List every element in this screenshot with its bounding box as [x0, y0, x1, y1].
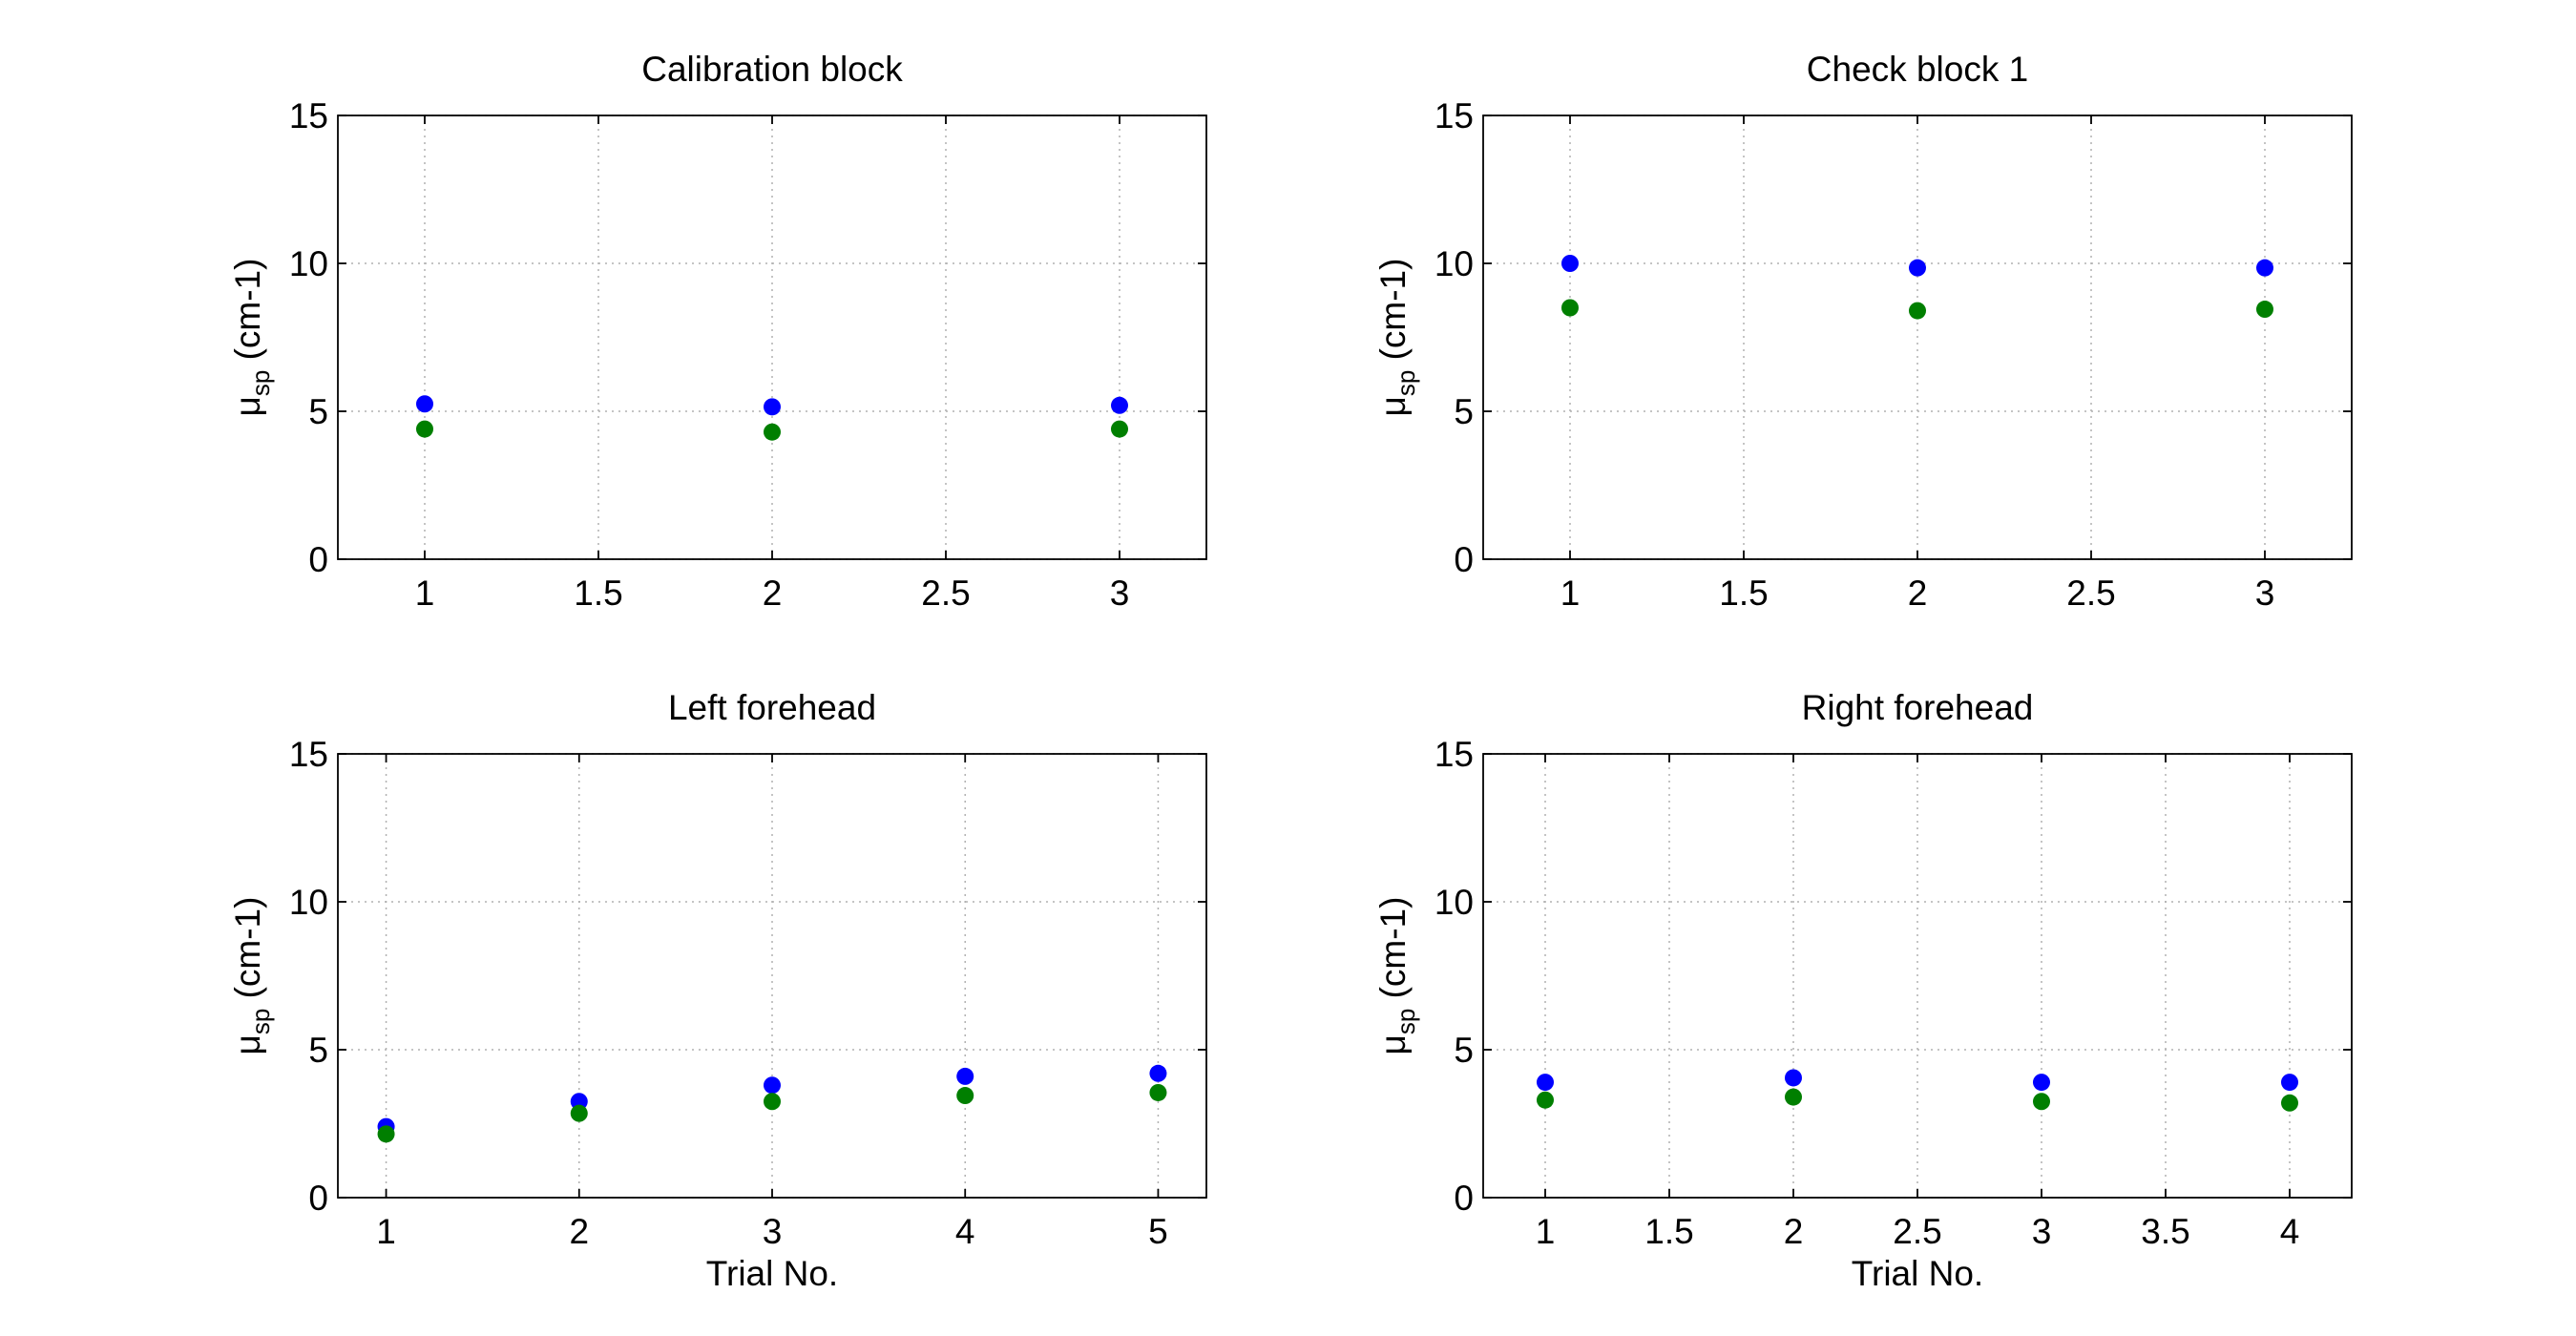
x-axis-label: Trial No. — [706, 1254, 838, 1293]
y-axis-subscript: sp — [1392, 1009, 1420, 1034]
y-tick-label: 5 — [1454, 1031, 1474, 1070]
x-tick-label: 3.5 — [2141, 1212, 2189, 1251]
data-point-series-1 — [2033, 1074, 2050, 1092]
x-tick-label: 1 — [415, 574, 435, 613]
x-tick-label: 2 — [1784, 1212, 1804, 1251]
y-tick-label: 0 — [308, 540, 328, 579]
data-point-series-2 — [764, 423, 781, 441]
data-point-series-1 — [764, 1076, 781, 1095]
y-axis-label: μsp (cm-1) — [1373, 897, 1420, 1055]
subplot-title: Right forehead — [1802, 688, 2034, 727]
y-axis-unit: (cm-1) — [1373, 897, 1413, 1009]
subplot-1: 1 1.5 2 2.5 3 0 5 10 15 Calibration block μsp (cm-… — [228, 50, 1207, 613]
x-tick-label: 2.5 — [921, 574, 970, 613]
x-tick-label: 3 — [2255, 574, 2275, 613]
data-point-series-2 — [2281, 1094, 2298, 1112]
data-point-series-1 — [2256, 259, 2273, 277]
data-point-series-1 — [1785, 1069, 1802, 1087]
data-point-series-1 — [764, 398, 781, 416]
data-point-series-2 — [956, 1087, 974, 1105]
data-point-series-2 — [416, 420, 433, 438]
y-tick-label: 15 — [1435, 96, 1474, 136]
x-tick-label: 1.5 — [1644, 1212, 1693, 1251]
data-point-series-2 — [1149, 1083, 1167, 1101]
data-point-series-1 — [1909, 259, 1926, 277]
data-point-series-2 — [1561, 299, 1579, 317]
y-axis-symbol: μ — [228, 396, 267, 416]
x-tick-label: 1.5 — [574, 574, 622, 613]
subplot-title: Check block 1 — [1807, 50, 2028, 89]
x-tick-label: 4 — [955, 1212, 975, 1251]
data-point-series-1 — [956, 1067, 974, 1085]
data-point-series-2 — [2256, 301, 2273, 319]
y-axis-symbol: μ — [228, 1034, 267, 1054]
x-tick-label: 1 — [1560, 574, 1581, 613]
data-point-series-1 — [570, 1093, 588, 1111]
data-point-series-2 — [377, 1125, 395, 1143]
x-tick-label: 5 — [1148, 1212, 1168, 1251]
y-tick-label: 0 — [1454, 1179, 1474, 1218]
subplot-title: Calibration block — [641, 50, 903, 89]
x-tick-label: 2 — [763, 574, 783, 613]
data-point-series-2 — [1909, 302, 1926, 320]
x-tick-label: 2.5 — [1893, 1212, 1941, 1251]
y-tick-label: 5 — [308, 392, 328, 431]
y-tick-label: 10 — [289, 244, 328, 283]
subplot-4: 1 1.5 2 2.5 3 3.5 4 0 5 10 15 Right forehead Trial N… — [1373, 688, 2353, 1293]
x-axis-label: Trial No. — [1852, 1254, 1983, 1293]
y-tick-label: 10 — [1435, 883, 1474, 922]
subplot-title: Left forehead — [668, 688, 876, 727]
subplot-3: 1 2 3 4 5 0 5 10 15 Left forehead Trial No. μsp (cm… — [228, 688, 1207, 1293]
x-tick-label: 4 — [2280, 1212, 2300, 1251]
y-tick-label: 10 — [1435, 244, 1474, 283]
y-axis-subscript: sp — [246, 1009, 275, 1034]
y-tick-label: 10 — [289, 883, 328, 922]
data-point-series-2 — [1111, 420, 1128, 438]
y-axis-symbol: μ — [1373, 1034, 1413, 1054]
y-axis-subscript: sp — [1392, 370, 1420, 396]
y-tick-label: 5 — [1454, 392, 1474, 431]
x-tick-label: 1.5 — [1719, 574, 1768, 613]
y-tick-label: 0 — [1454, 540, 1474, 579]
data-point-series-2 — [2033, 1093, 2050, 1111]
y-tick-label: 15 — [289, 735, 328, 774]
y-axis-unit: (cm-1) — [228, 897, 267, 1009]
x-tick-label: 1 — [376, 1212, 396, 1251]
x-tick-label: 1 — [1536, 1212, 1556, 1251]
y-tick-label: 15 — [1435, 735, 1474, 774]
x-tick-label: 2 — [569, 1212, 589, 1251]
y-axis-label: μsp (cm-1) — [1373, 259, 1420, 417]
data-point-series-2 — [1785, 1088, 1802, 1106]
y-axis-label: μsp (cm-1) — [228, 897, 275, 1055]
x-tick-label: 3 — [2032, 1212, 2052, 1251]
y-axis-unit: (cm-1) — [228, 259, 267, 370]
data-point-series-1 — [1149, 1064, 1167, 1082]
data-point-series-2 — [1537, 1091, 1554, 1109]
data-point-series-1 — [1111, 396, 1128, 414]
data-point-series-1 — [1537, 1074, 1554, 1092]
subplot-2: 1 1.5 2 2.5 3 0 5 10 15 Check block 1 μsp (cm-1) — [1373, 50, 2353, 613]
y-axis-symbol: μ — [1373, 396, 1413, 416]
data-point-series-1 — [416, 395, 433, 413]
data-point-series-1 — [2281, 1074, 2298, 1092]
data-point-series-1 — [1561, 255, 1579, 272]
y-axis-subscript: sp — [246, 370, 275, 396]
y-tick-label: 5 — [308, 1031, 328, 1070]
y-tick-label: 0 — [308, 1179, 328, 1218]
data-point-series-2 — [764, 1093, 781, 1111]
x-tick-label: 2.5 — [2066, 574, 2115, 613]
y-axis-label: μsp (cm-1) — [228, 259, 275, 417]
data-point-series-2 — [570, 1104, 588, 1122]
y-tick-label: 15 — [289, 96, 328, 136]
x-tick-label: 3 — [1110, 574, 1130, 613]
x-tick-label: 2 — [1908, 574, 1928, 613]
y-axis-unit: (cm-1) — [1373, 259, 1413, 370]
x-tick-label: 3 — [763, 1212, 783, 1251]
